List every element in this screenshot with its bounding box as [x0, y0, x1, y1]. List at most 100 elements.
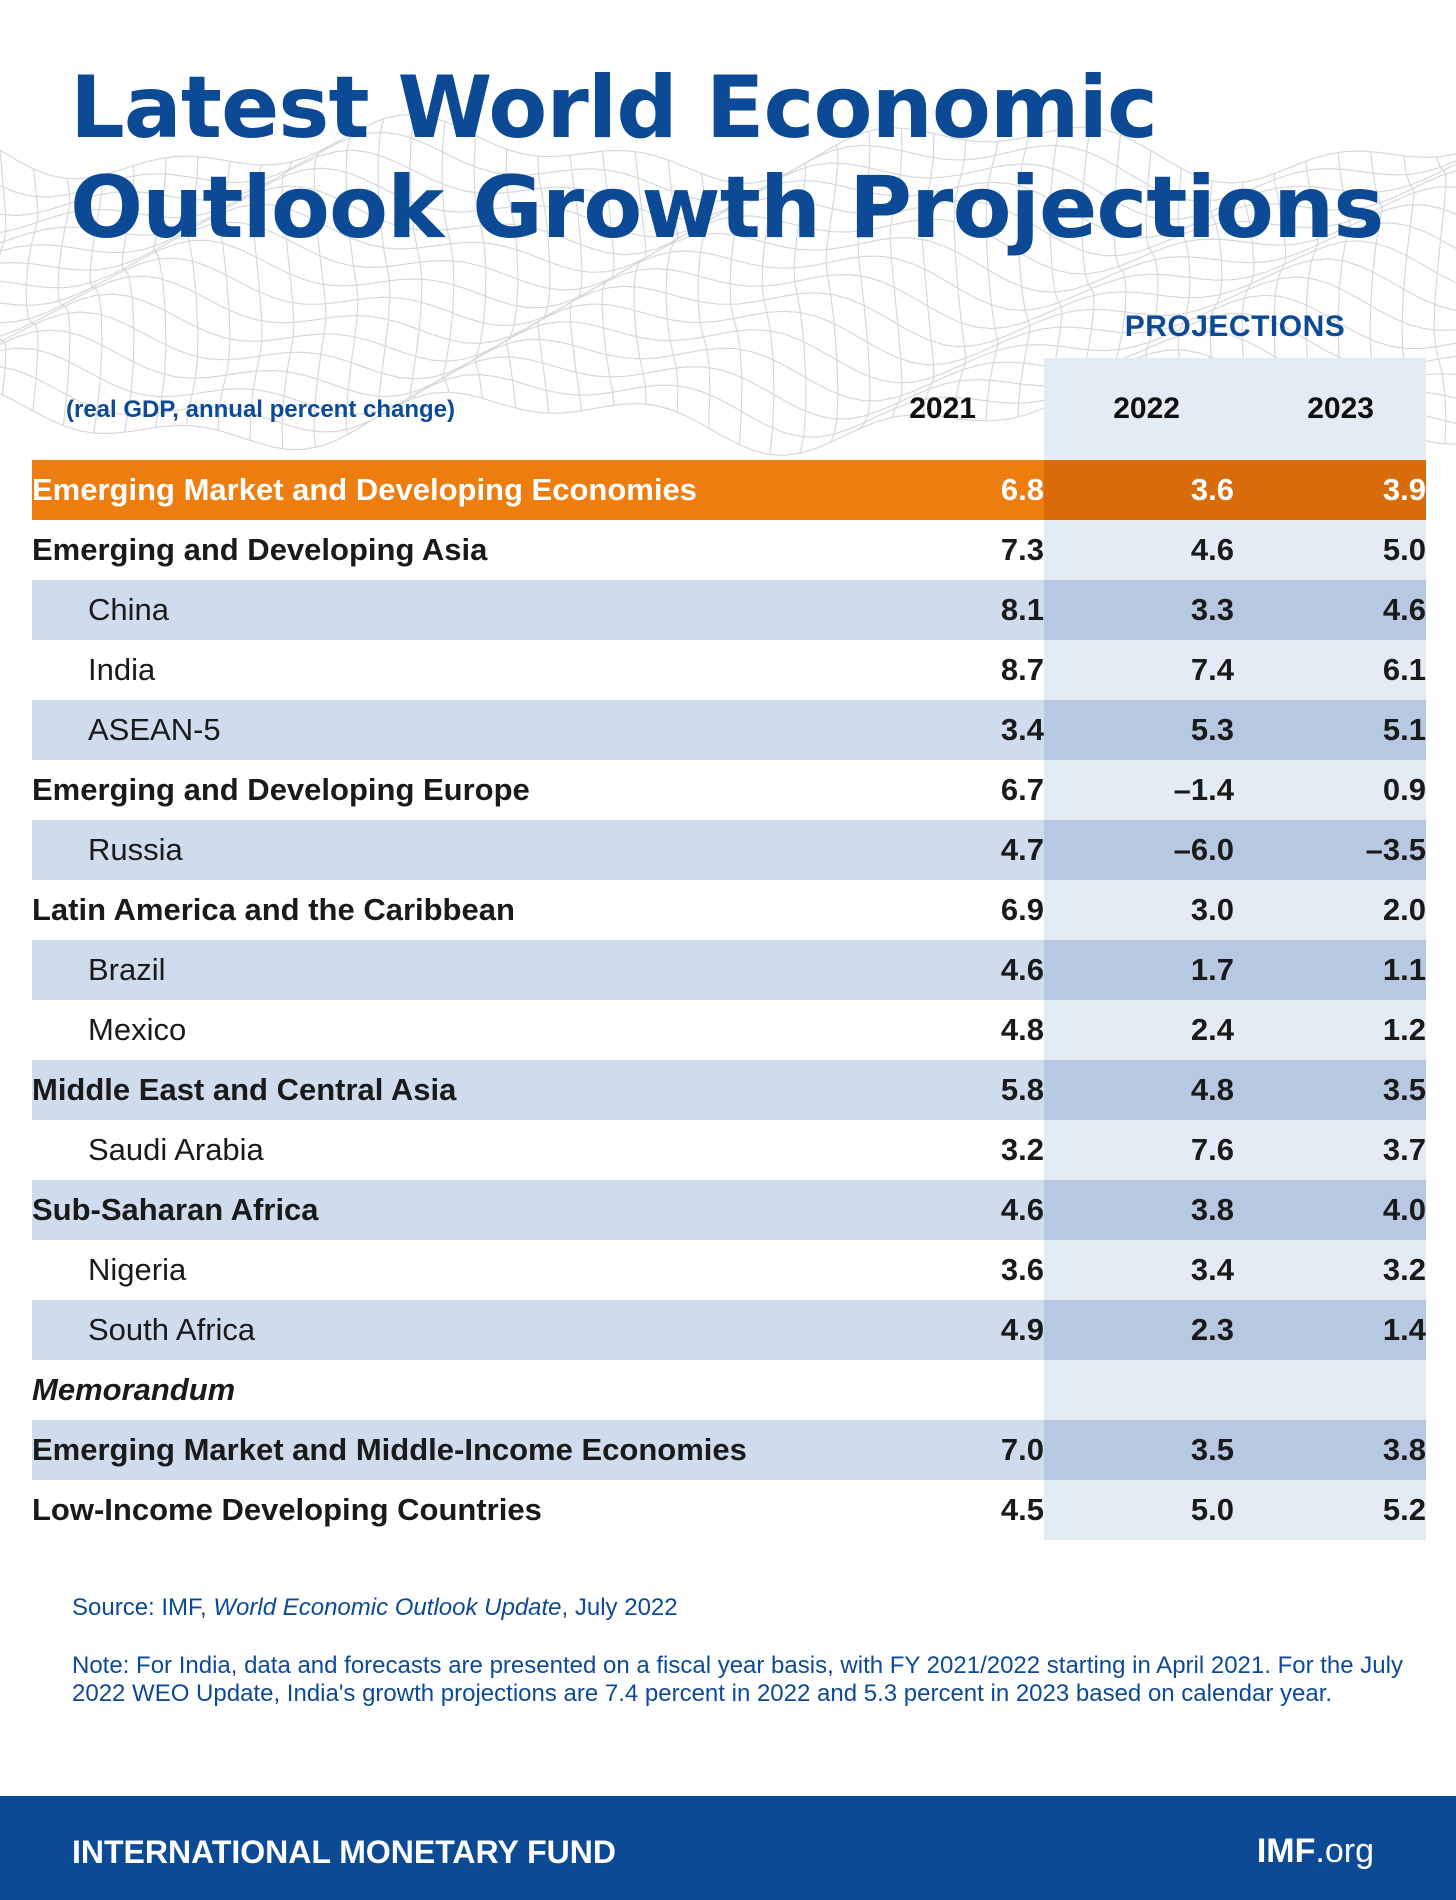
value-2022: 2.4 — [1044, 1000, 1234, 1060]
growth-table: Emerging Market and Developing Economies… — [32, 460, 1426, 1540]
mesh-line — [0, 329, 1456, 402]
mesh-line — [121, 165, 135, 433]
row-label: Brazil — [32, 940, 772, 1000]
table-row: Emerging and Developing Asia 7.3 4.6 5.0 — [32, 520, 1426, 580]
value-2023: 0.9 — [1234, 760, 1426, 820]
mesh-line — [1209, 180, 1223, 430]
mesh-line — [0, 203, 1456, 275]
row-label: India — [88, 652, 156, 687]
value-2023: 1.4 — [1234, 1300, 1426, 1360]
mesh-line — [793, 162, 807, 454]
mesh-line — [0, 131, 1456, 203]
value-2023: 2.0 — [1234, 880, 1426, 940]
mesh-line — [0, 167, 1456, 239]
value-2021: 6.7 — [1000, 772, 1044, 807]
value-2021: 8.1 — [772, 580, 1044, 640]
table-row: Latin America and the Caribbean 6.9 3.0 2.0 — [32, 880, 1426, 940]
row-label: Russia — [32, 820, 772, 880]
units-label: (real GDP, annual percent change) — [66, 396, 456, 423]
mesh-line — [0, 311, 1456, 384]
mesh-line — [921, 133, 935, 415]
value-2022: 5.0 — [1044, 1480, 1234, 1540]
table-row: Memorandum — [32, 1360, 1426, 1420]
mesh-line — [1433, 156, 1447, 444]
footer-bar: INTERNATIONAL MONETARY FUND IMF.org — [0, 1796, 1456, 1900]
value-2021: 7.3 — [1000, 532, 1044, 567]
table-row: Emerging Market and Middle-Income Econom… — [32, 1420, 1426, 1480]
row-label: Saudi Arabia — [88, 1132, 264, 1167]
value-2022: 7.6 — [1044, 1120, 1234, 1180]
value-2023: 1.2 — [1234, 1000, 1426, 1060]
mesh-line — [697, 173, 711, 428]
value-2021: 3.2 — [1000, 1132, 1044, 1167]
table-row: Saudi Arabia 3.2 7.6 3.7 — [32, 1120, 1426, 1180]
value-2021: 4.8 — [1000, 1012, 1044, 1047]
value-2021: 6.8 — [772, 460, 1044, 520]
value-2022: 4.8 — [1044, 1060, 1234, 1120]
source-line: Source: IMF, World Economic Outlook Upda… — [72, 1594, 678, 1622]
mesh-line — [0, 149, 7, 395]
mesh-line — [889, 127, 903, 418]
mesh-line — [281, 161, 295, 449]
mesh-line — [0, 149, 1456, 221]
value-2022: 3.6 — [1044, 460, 1234, 520]
row-label: Emerging and Developing Asia — [32, 532, 488, 567]
mesh-line — [345, 132, 359, 435]
mesh-line — [0, 221, 1456, 293]
row-label: Low-Income Developing Countries — [32, 1492, 542, 1527]
mesh-line — [25, 169, 39, 411]
value-2021: 4.7 — [772, 820, 1044, 880]
value-2023: 5.1 — [1234, 700, 1426, 760]
value-2023: 3.9 — [1234, 460, 1426, 520]
value-2023: 5.2 — [1234, 1480, 1426, 1540]
value-2021: 5.8 — [772, 1060, 1044, 1120]
table-row: ASEAN-5 3.4 5.3 5.1 — [32, 700, 1426, 760]
table-row: Emerging Market and Developing Economies… — [32, 460, 1426, 520]
value-2021: 8.7 — [1000, 652, 1044, 687]
value-2022: 3.4 — [1044, 1240, 1234, 1300]
source-prefix: Source: IMF, — [72, 1594, 214, 1621]
mesh-line — [473, 135, 487, 399]
value-2021: 4.9 — [772, 1300, 1044, 1360]
row-label: Memorandum — [32, 1372, 236, 1407]
value-2023: –3.5 — [1234, 820, 1426, 880]
value-2023: 3.5 — [1234, 1060, 1426, 1120]
mesh-line — [953, 140, 967, 419]
source-suffix: , July 2022 — [561, 1594, 678, 1621]
value-2022: –6.0 — [1044, 820, 1234, 880]
website-link[interactable]: IMF.org — [1257, 1832, 1374, 1871]
row-label: Emerging and Developing Europe — [32, 772, 530, 807]
mesh-line — [0, 185, 1456, 257]
value-2023: 3.2 — [1234, 1240, 1426, 1300]
value-2021: 7.0 — [772, 1420, 1044, 1480]
row-label: Latin America and the Caribbean — [32, 892, 515, 927]
mesh-line — [89, 175, 103, 434]
value-2022: 3.5 — [1044, 1420, 1234, 1480]
value-2023 — [1234, 1360, 1426, 1420]
projections-label: PROJECTIONS — [1124, 310, 1346, 343]
mesh-line — [505, 149, 519, 409]
value-2021: 4.5 — [1000, 1492, 1044, 1527]
value-2023: 3.7 — [1234, 1120, 1426, 1180]
mesh-line — [633, 151, 647, 405]
row-label: China — [32, 580, 772, 640]
value-2021: 4.6 — [772, 1180, 1044, 1240]
row-label: Middle East and Central Asia — [32, 1060, 772, 1120]
value-2023: 4.0 — [1234, 1180, 1426, 1240]
mesh-line — [1177, 168, 1191, 411]
value-2021: 6.9 — [1000, 892, 1044, 927]
table-row: Mexico 4.8 2.4 1.2 — [32, 1000, 1426, 1060]
value-2022: 3.8 — [1044, 1180, 1234, 1240]
table-row: Nigeria 3.6 3.4 3.2 — [32, 1240, 1426, 1300]
footnote: Note: For India, data and forecasts are … — [72, 1652, 1403, 1707]
mesh-line — [313, 149, 327, 448]
table-row: Sub-Saharan Africa 4.6 3.8 4.0 — [32, 1180, 1426, 1240]
value-2022 — [1044, 1360, 1234, 1420]
mesh-line — [0, 239, 1456, 312]
mesh-line — [601, 151, 615, 406]
value-2022: 2.3 — [1044, 1300, 1234, 1360]
value-2022: 3.3 — [1044, 580, 1234, 640]
row-label: Emerging Market and Middle-Income Econom… — [32, 1420, 772, 1480]
year-header-2022: 2022 — [1113, 392, 1180, 425]
row-label: Sub-Saharan Africa — [32, 1180, 772, 1240]
